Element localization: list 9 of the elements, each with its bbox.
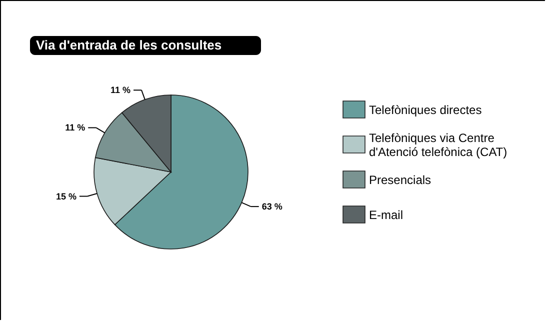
legend-label: Telefòniques directes — [369, 103, 482, 117]
chart-title: Via d'entrada de les consultes — [36, 38, 222, 52]
legend-label: Telefòniques via Centre d'Atenció telefònica (CAT) — [369, 131, 508, 159]
data-label: 11 % — [110, 85, 131, 96]
legend-label: Presencials — [369, 173, 432, 187]
data-label: 63 % — [262, 202, 282, 212]
legend-label: E-mail — [369, 208, 404, 222]
data-label: 15 % — [56, 191, 76, 202]
data-label: 11 % — [65, 122, 86, 133]
